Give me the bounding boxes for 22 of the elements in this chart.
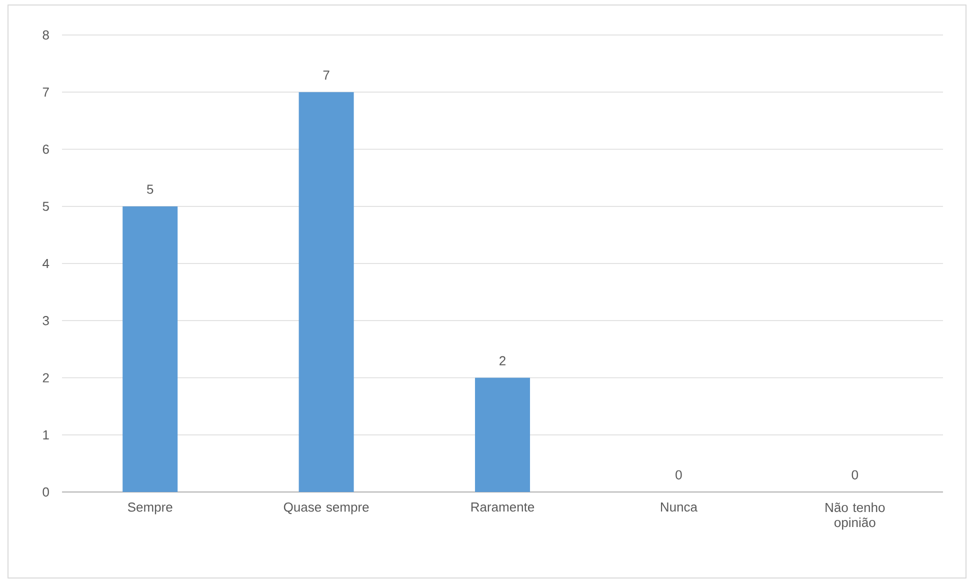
bar — [298, 92, 354, 492]
bar — [122, 206, 178, 492]
data-label: 0 — [852, 470, 858, 480]
y-tick-label: 7 — [42, 88, 49, 97]
x-tick-label: Sempre — [128, 502, 172, 514]
data-label: 5 — [147, 184, 154, 194]
y-tick-label: 1 — [43, 430, 49, 440]
y-tick-label: 2 — [42, 373, 49, 382]
y-tick-label: 0 — [42, 487, 49, 497]
data-label: 0 — [676, 470, 682, 480]
data-label: 2 — [500, 356, 506, 366]
y-tick-label: 4 — [42, 259, 50, 268]
x-tick-label: Não tenho opinião — [826, 502, 885, 530]
x-tick-label: Raramente — [471, 502, 534, 512]
bar — [475, 378, 530, 492]
y-tick-label: 3 — [42, 316, 49, 326]
y-tick-label: 5 — [42, 202, 49, 211]
x-tick-label: Quase sempre — [284, 502, 369, 514]
y-tick-label: 8 — [42, 30, 49, 40]
data-label: 7 — [323, 70, 330, 80]
x-tick-label: Nunca — [660, 502, 698, 512]
y-tick-label: 6 — [42, 144, 49, 154]
